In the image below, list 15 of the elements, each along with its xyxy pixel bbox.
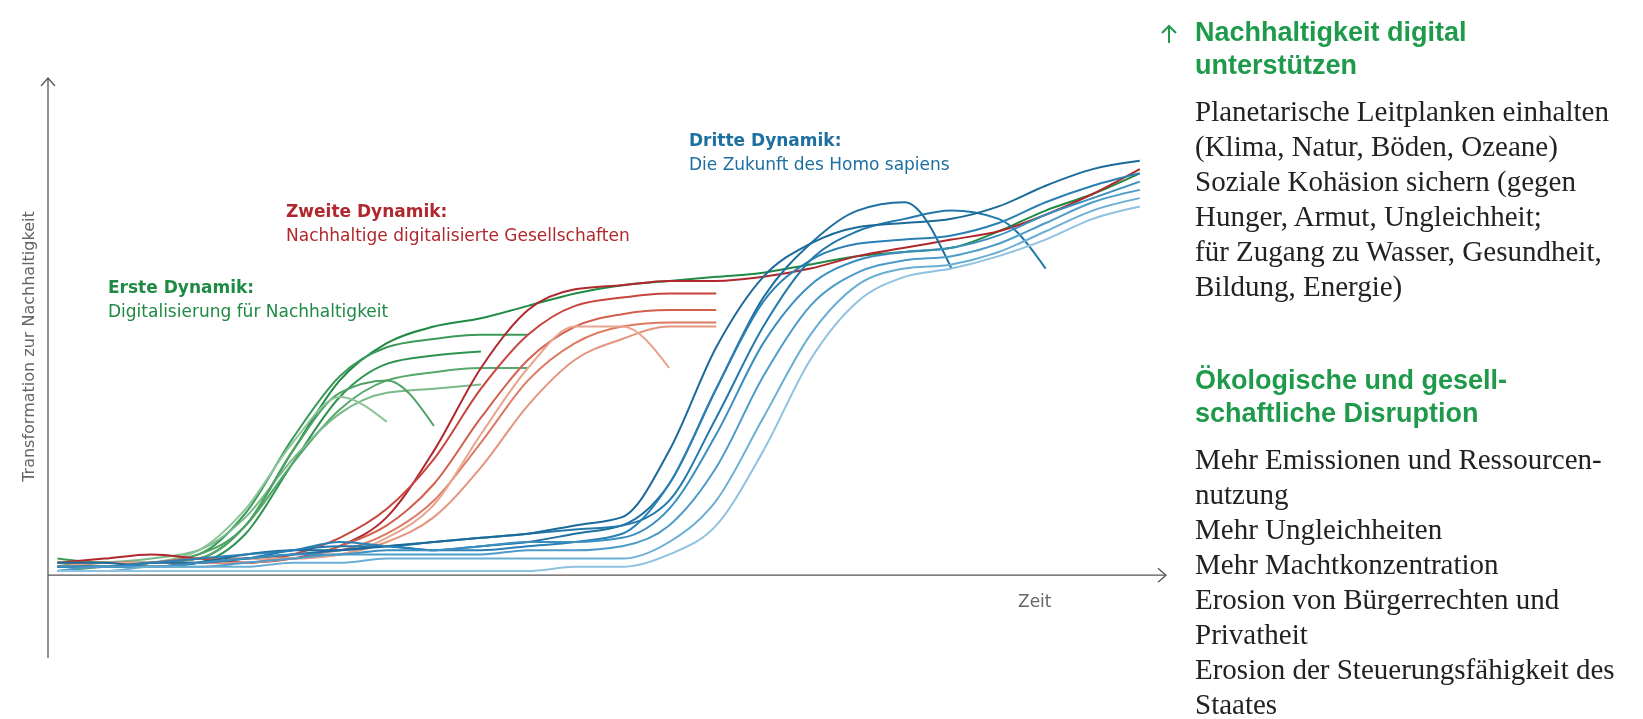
text: Mehr Machtkonzentration xyxy=(1195,547,1500,582)
annotation: Erste Dynamik: Digitalisierung für Nachhaltigkeit xyxy=(108,276,389,323)
text: Soziale Kohäsion sichern (gegen Hunger, Armut, Ungleichheit; xyxy=(1195,164,1577,234)
text: Planetarische Leitplanken einhalten (Klima, Natur, Böden, Ozeane) xyxy=(1195,94,1610,164)
annotation: Dritte Dynamik: Die Zukunft des Homo sapiens xyxy=(689,129,950,176)
text: Mehr Ungleichheiten xyxy=(1195,512,1444,547)
text: Erosion von Bürgerrechten und Privatheit xyxy=(1195,582,1561,652)
x-axis-title: Zeit xyxy=(1018,591,1052,612)
annotation: Zweite Dynamik: Nachhaltige digitalisierte Gesellschaften xyxy=(286,200,630,247)
text: Ökologische und gesell-schaftliche Disruption xyxy=(1195,364,1509,430)
text: Nachhaltigkeit digital unterstützen xyxy=(1195,16,1468,82)
text: für Zugang zu Wasser, Gesundheit, Bildung, Energie) xyxy=(1195,234,1603,304)
text: Mehr Emissionen und Ressourcen-nutzung xyxy=(1195,442,1603,512)
text: Erosion der Steuerungsfähigkeit des Staates xyxy=(1195,652,1616,719)
y-axis-title: Transformation zur Nachhaltigkeit xyxy=(19,211,38,483)
